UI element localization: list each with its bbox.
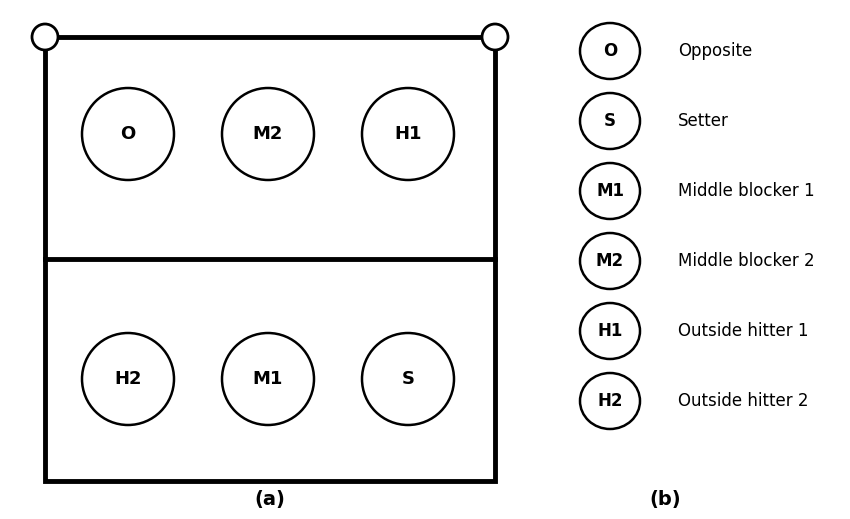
Text: M2: M2	[596, 252, 624, 270]
Text: (a): (a)	[254, 490, 286, 509]
Text: M1: M1	[252, 370, 283, 388]
Text: O: O	[603, 42, 617, 60]
Ellipse shape	[580, 373, 640, 429]
Text: H1: H1	[394, 125, 422, 143]
Ellipse shape	[362, 88, 454, 180]
Text: O: O	[121, 125, 136, 143]
Ellipse shape	[580, 163, 640, 219]
Text: M2: M2	[252, 125, 283, 143]
Text: Opposite: Opposite	[678, 42, 752, 60]
Ellipse shape	[580, 93, 640, 149]
Ellipse shape	[222, 88, 314, 180]
Text: Middle blocker 1: Middle blocker 1	[678, 182, 814, 200]
Text: (b): (b)	[649, 490, 681, 509]
Text: Setter: Setter	[678, 112, 728, 130]
Text: M1: M1	[596, 182, 624, 200]
Ellipse shape	[222, 333, 314, 425]
Text: S: S	[401, 370, 415, 388]
Ellipse shape	[580, 233, 640, 289]
Text: S: S	[604, 112, 616, 130]
Text: H2: H2	[598, 392, 623, 410]
Bar	[45, 37, 495, 481]
Ellipse shape	[82, 333, 174, 425]
Text: Middle blocker 2: Middle blocker 2	[678, 252, 814, 270]
Circle shape	[32, 24, 58, 50]
Ellipse shape	[580, 303, 640, 359]
Ellipse shape	[580, 23, 640, 79]
Circle shape	[482, 24, 508, 50]
Text: H1: H1	[598, 322, 623, 340]
Ellipse shape	[362, 333, 454, 425]
Text: Outside hitter 2: Outside hitter 2	[678, 392, 808, 410]
Text: Outside hitter 1: Outside hitter 1	[678, 322, 808, 340]
Ellipse shape	[82, 88, 174, 180]
Text: H2: H2	[114, 370, 142, 388]
